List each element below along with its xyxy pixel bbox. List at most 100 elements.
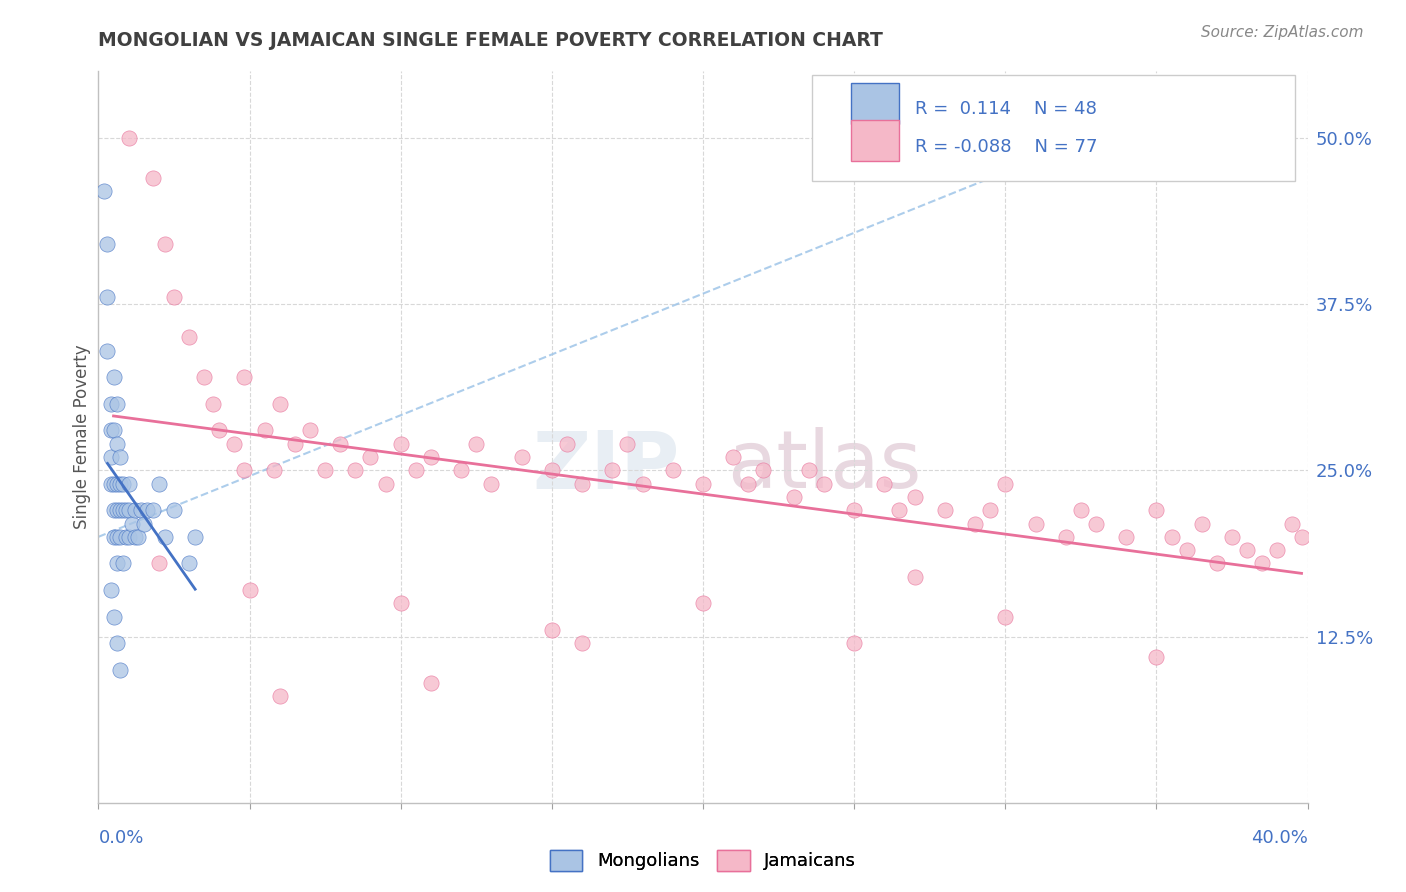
Bar [851, 120, 898, 161]
Point [100, 397, 122, 411]
Point [979, 503, 1001, 517]
Legend: Mongolians, Jamaicans: Mongolians, Jamaicans [543, 843, 863, 878]
Point [1175, 543, 1198, 558]
Point [142, 503, 165, 517]
Point [284, 436, 307, 450]
Point [103, 503, 125, 517]
Point [103, 530, 125, 544]
Point [1160, 530, 1182, 544]
Point [179, 557, 201, 571]
Point [344, 463, 367, 477]
Point [118, 503, 141, 517]
Point [118, 530, 141, 544]
Point [797, 463, 820, 477]
Point [1191, 516, 1213, 531]
Point [994, 609, 1017, 624]
Point [269, 397, 291, 411]
Text: R = -0.088    N = 77: R = -0.088 N = 77 [915, 138, 1097, 156]
Point [93, 184, 115, 198]
Y-axis label: Single Female Poverty: Single Female Poverty [73, 345, 91, 529]
Point [105, 503, 128, 517]
Point [540, 623, 562, 637]
Text: R =  0.114    N = 48: R = 0.114 N = 48 [915, 101, 1097, 119]
Point [299, 424, 322, 438]
Point [844, 636, 866, 650]
Point [904, 570, 927, 584]
Point [118, 476, 141, 491]
Point [555, 436, 578, 450]
Point [105, 436, 128, 450]
Point [1220, 530, 1243, 544]
Point [602, 463, 624, 477]
Point [420, 450, 443, 464]
Point [121, 516, 143, 531]
Point [253, 424, 276, 438]
Point [96, 237, 118, 252]
Point [1024, 516, 1046, 531]
Point [103, 609, 125, 624]
Point [662, 463, 685, 477]
Point [114, 530, 136, 544]
Point [118, 131, 141, 145]
Point [193, 370, 215, 384]
Point [108, 450, 131, 464]
Point [100, 450, 122, 464]
Text: 40.0%: 40.0% [1251, 829, 1308, 847]
Point [96, 290, 118, 304]
Point [108, 503, 131, 517]
Point [374, 476, 396, 491]
Point [934, 503, 956, 517]
Point [163, 503, 186, 517]
Point [96, 343, 118, 358]
Point [163, 290, 186, 304]
Point [135, 503, 157, 517]
Point [723, 450, 745, 464]
Point [124, 530, 146, 544]
Point [202, 397, 225, 411]
Point [153, 530, 176, 544]
Point [108, 663, 131, 677]
Point [844, 503, 866, 517]
Text: 0.0%: 0.0% [98, 829, 143, 847]
Point [1144, 503, 1167, 517]
Point [450, 463, 472, 477]
Text: Source: ZipAtlas.com: Source: ZipAtlas.com [1201, 25, 1364, 40]
Point [540, 463, 562, 477]
Point [465, 436, 488, 450]
Point [314, 463, 336, 477]
Point [239, 582, 262, 597]
Point [105, 636, 128, 650]
Point [153, 237, 176, 252]
Point [1267, 543, 1289, 558]
Point [1054, 530, 1077, 544]
Point [752, 463, 775, 477]
Point [904, 490, 927, 504]
Point [889, 503, 911, 517]
Point [389, 436, 412, 450]
Point [1085, 516, 1108, 531]
Point [111, 503, 134, 517]
Point [1281, 516, 1303, 531]
Point [105, 557, 128, 571]
Point [103, 370, 125, 384]
Point [1115, 530, 1137, 544]
Point [148, 557, 170, 571]
Point [108, 476, 131, 491]
Point [100, 476, 122, 491]
Point [105, 397, 128, 411]
Point [692, 476, 714, 491]
Point [103, 424, 125, 438]
Point [148, 476, 170, 491]
Point [129, 503, 152, 517]
Text: MONGOLIAN VS JAMAICAN SINGLE FEMALE POVERTY CORRELATION CHART: MONGOLIAN VS JAMAICAN SINGLE FEMALE POVE… [98, 31, 883, 50]
Point [142, 170, 165, 185]
Point [873, 476, 896, 491]
Bar [851, 83, 898, 124]
Point [232, 370, 254, 384]
Point [994, 476, 1017, 491]
Point [232, 463, 254, 477]
Point [405, 463, 427, 477]
Point [813, 476, 835, 491]
Point [105, 530, 128, 544]
Point [103, 476, 125, 491]
